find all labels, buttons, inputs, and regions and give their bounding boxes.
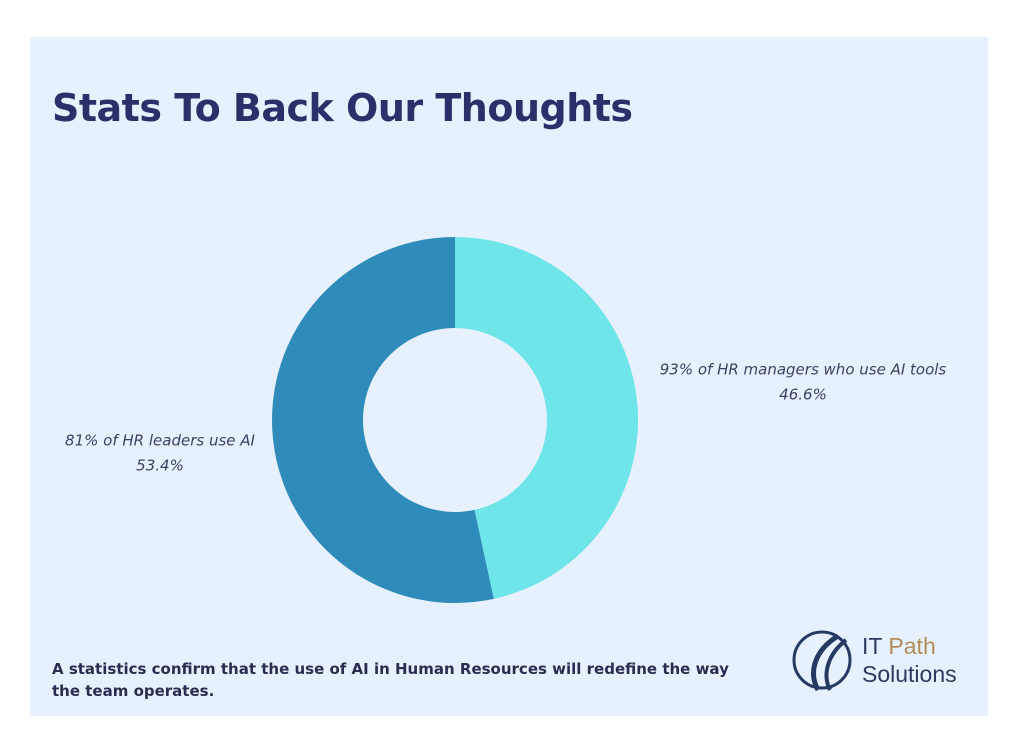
logo-line: IT Path <box>862 632 957 660</box>
logo-word: Path <box>888 633 936 659</box>
donut-slice <box>455 237 638 599</box>
panel <box>30 37 988 716</box>
logo-word: Solutions <box>862 661 957 687</box>
value-label: 46.6% <box>779 386 827 404</box>
chart-title: Stats To Back Our Thoughts <box>52 86 633 130</box>
slice-label: 93% of HR managers who use AI tools <box>660 361 947 379</box>
logo-word: IT <box>862 633 883 659</box>
caption: A statistics confirm that the use of AI … <box>52 660 729 700</box>
value-label: 53.4% <box>136 457 184 475</box>
logo-icon <box>792 630 852 692</box>
slice-label: 81% of HR leaders use AI <box>65 432 255 450</box>
donut-slice <box>271 237 494 603</box>
logo-text: IT Path Solutions <box>862 632 957 688</box>
